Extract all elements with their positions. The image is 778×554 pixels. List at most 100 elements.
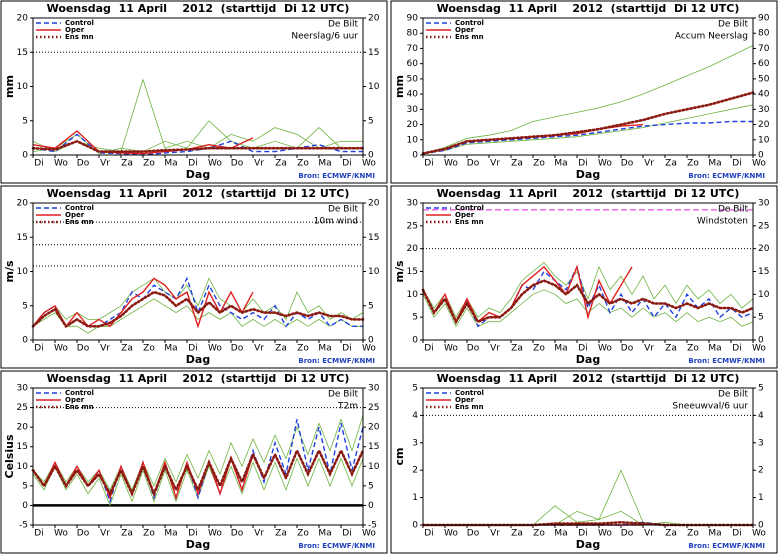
x-tick-label: Do	[467, 159, 480, 169]
y-tick-label-right: 5	[368, 116, 374, 126]
source-label: Bron: ECMWF/KNMI	[688, 172, 765, 180]
x-tick-label: Di	[424, 529, 433, 539]
y-tick-label: 0	[22, 151, 28, 161]
series-line	[32, 277, 254, 329]
y-tick-label: 10	[407, 135, 419, 145]
plot-frame	[32, 202, 364, 341]
x-tick-label: Za	[275, 529, 287, 539]
x-tick-label: Ma	[708, 344, 721, 354]
member-line	[422, 261, 754, 319]
x-tick-label: Do	[231, 529, 244, 539]
x-tick-label: Vr	[644, 344, 654, 354]
y-tick-label-right: 15	[368, 442, 379, 452]
x-tick-label: Di	[578, 159, 587, 169]
y-tick-label-right: 60	[758, 59, 770, 69]
x-tick-label: Vr	[254, 344, 264, 354]
x-tick-label: Za	[511, 159, 523, 169]
panel-border	[0, 370, 388, 554]
member-line	[32, 78, 363, 153]
x-tick-label: Za	[511, 529, 523, 539]
x-tick-label: Di	[188, 159, 197, 169]
x-tick-label: Di	[424, 159, 433, 169]
y-tick-label: 20	[17, 14, 29, 24]
x-tick-label: Do	[467, 529, 480, 539]
x-tick-label: Zo	[687, 529, 699, 539]
x-tick-label: Vr	[644, 159, 654, 169]
x-tick-label: Di	[732, 529, 741, 539]
y-tick-label-right: 70	[758, 44, 770, 54]
x-tick-label: Do	[621, 529, 634, 539]
x-tick-label: Di	[34, 159, 43, 169]
y-tick-label-right: 15	[758, 267, 769, 277]
x-tick-label: Ma	[554, 344, 567, 354]
legend-label: Ens mn	[455, 33, 484, 41]
legend-label: Control	[65, 204, 94, 212]
x-tick-label: Zo	[533, 159, 545, 169]
y-tick-label: 90	[407, 14, 419, 24]
station-label: De Bilt	[328, 20, 359, 30]
y-tick-label-right: 5	[758, 313, 764, 323]
legend-label: Ens mn	[455, 403, 484, 411]
y-tick-label-right: 15	[368, 233, 379, 243]
y-axis-label: mm	[393, 75, 406, 98]
y-tick-label-right: -5	[368, 521, 377, 531]
x-tick-label: Wo	[54, 159, 68, 169]
x-tick-label: Di	[578, 529, 587, 539]
x-tick-label: Di	[732, 344, 741, 354]
x-tick-label: Wo	[598, 529, 612, 539]
x-tick-label: Zo	[143, 159, 155, 169]
y-tick-label-right: 3	[758, 438, 764, 448]
y-tick-label: 10	[407, 290, 419, 300]
y-tick-label: 25	[17, 403, 28, 413]
legend-label: Control	[455, 389, 484, 397]
x-tick-label: Ma	[164, 159, 177, 169]
plot-frame	[32, 17, 364, 156]
x-tick-label: Za	[121, 344, 133, 354]
station-label: De Bilt	[328, 390, 359, 400]
x-tick-label: Do	[231, 344, 244, 354]
y-tick-label: 0	[412, 151, 418, 161]
x-tick-label: Zo	[687, 159, 699, 169]
parameter-label: Windstoten	[697, 217, 748, 227]
panel-border	[0, 185, 388, 369]
legend-label: Control	[455, 204, 484, 212]
x-tick-label: Ma	[554, 159, 567, 169]
x-axis-label: Dag	[186, 353, 210, 366]
x-tick-label: Za	[665, 344, 677, 354]
x-tick-label: Wo	[444, 159, 458, 169]
y-tick-label: 1	[412, 493, 418, 503]
x-tick-label: Di	[424, 344, 433, 354]
x-tick-label: Zo	[533, 344, 545, 354]
x-tick-label: Wo	[444, 344, 458, 354]
panel-title: Woensdag 11 April 2012 (starttijd Di 12 …	[437, 372, 740, 385]
panel-title: Woensdag 11 April 2012 (starttijd Di 12 …	[47, 2, 350, 15]
y-tick-label-right: 4	[758, 411, 764, 421]
y-tick-label: 5	[22, 301, 28, 311]
x-tick-label: Wo	[444, 529, 458, 539]
x-tick-label: Wo	[208, 344, 222, 354]
x-tick-label: Zo	[533, 529, 545, 539]
y-tick-label-right: 1	[758, 493, 764, 503]
x-tick-label: Di	[34, 344, 43, 354]
x-tick-label: Vr	[490, 344, 500, 354]
x-tick-label: Za	[275, 159, 287, 169]
panel-title: Woensdag 11 April 2012 (starttijd Di 12 …	[47, 372, 350, 385]
legend-label: Ens mn	[65, 403, 94, 411]
x-tick-label: Ma	[708, 159, 721, 169]
x-tick-label: Zo	[143, 344, 155, 354]
y-tick-label: 2	[412, 466, 418, 476]
y-tick-label: 4	[412, 411, 418, 421]
x-axis-label: Dag	[576, 353, 600, 366]
x-tick-label: Do	[77, 159, 90, 169]
y-tick-label: 15	[17, 442, 28, 452]
x-tick-label: Vr	[490, 529, 500, 539]
y-tick-label-right: 50	[758, 74, 770, 84]
y-tick-label-right: 25	[368, 403, 379, 413]
y-tick-label-right: 10	[368, 267, 380, 277]
parameter-label: 10m wind	[314, 217, 358, 227]
x-tick-label: Wo	[752, 344, 766, 354]
parameter-label: Neerslag/6 uur	[291, 32, 358, 42]
panel-title: Woensdag 11 April 2012 (starttijd Di 12 …	[437, 2, 740, 15]
x-tick-label: Za	[665, 529, 677, 539]
